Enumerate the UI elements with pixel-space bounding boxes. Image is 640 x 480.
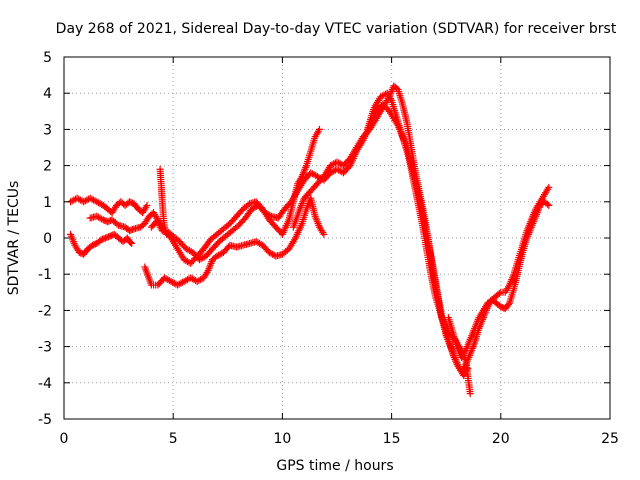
y-tick-label: -5 (38, 412, 52, 428)
x-axis-label: GPS time / hours (276, 458, 393, 474)
data-point (107, 217, 115, 225)
grid-lines (64, 57, 610, 419)
data-point (466, 390, 474, 398)
data-point (266, 211, 274, 219)
x-tick-label: 20 (492, 431, 510, 447)
data-points (67, 82, 553, 398)
data-point (128, 239, 136, 247)
series-track-c (67, 230, 136, 258)
y-tick-label: 3 (43, 122, 52, 138)
y-tick-label: 0 (43, 231, 52, 247)
data-point (495, 290, 503, 298)
data-point (143, 201, 151, 209)
data-point (316, 125, 324, 133)
series-track-a (67, 194, 151, 217)
data-point (504, 301, 512, 309)
y-tick-label: 1 (43, 195, 52, 211)
data-point (127, 239, 135, 247)
x-tick-label: 5 (169, 431, 178, 447)
x-tick-label: 25 (601, 431, 619, 447)
series-track-i (444, 198, 553, 361)
chart-title: Day 268 of 2021, Sidereal Day-to-day VTE… (56, 21, 617, 37)
series-track-e (147, 125, 324, 267)
y-tick-label: 2 (43, 159, 52, 175)
y-tick-label: -4 (38, 376, 52, 392)
data-point (543, 200, 551, 208)
x-tick-label: 10 (273, 431, 291, 447)
y-tick-label: -2 (38, 303, 52, 319)
y-tick-label: 5 (43, 50, 52, 66)
series-track-b (86, 209, 166, 235)
y-tick-label: 4 (43, 86, 52, 102)
series-track-d (141, 194, 328, 289)
data-point (545, 201, 553, 209)
data-point (545, 183, 553, 191)
y-tick-label: -3 (38, 340, 52, 356)
x-tick-label: 15 (383, 431, 401, 447)
data-point (98, 215, 106, 223)
data-point (128, 226, 136, 234)
y-tick-label: -1 (38, 267, 52, 283)
data-point (320, 230, 328, 238)
x-tick-label: 0 (60, 431, 69, 447)
axis-ticks: 0 5 10 15 20 25 -5 -4 -3 -2 -1 0 1 2 3 4 5 (38, 50, 619, 447)
y-axis-label: SDTVAR / TECUs (6, 181, 22, 296)
